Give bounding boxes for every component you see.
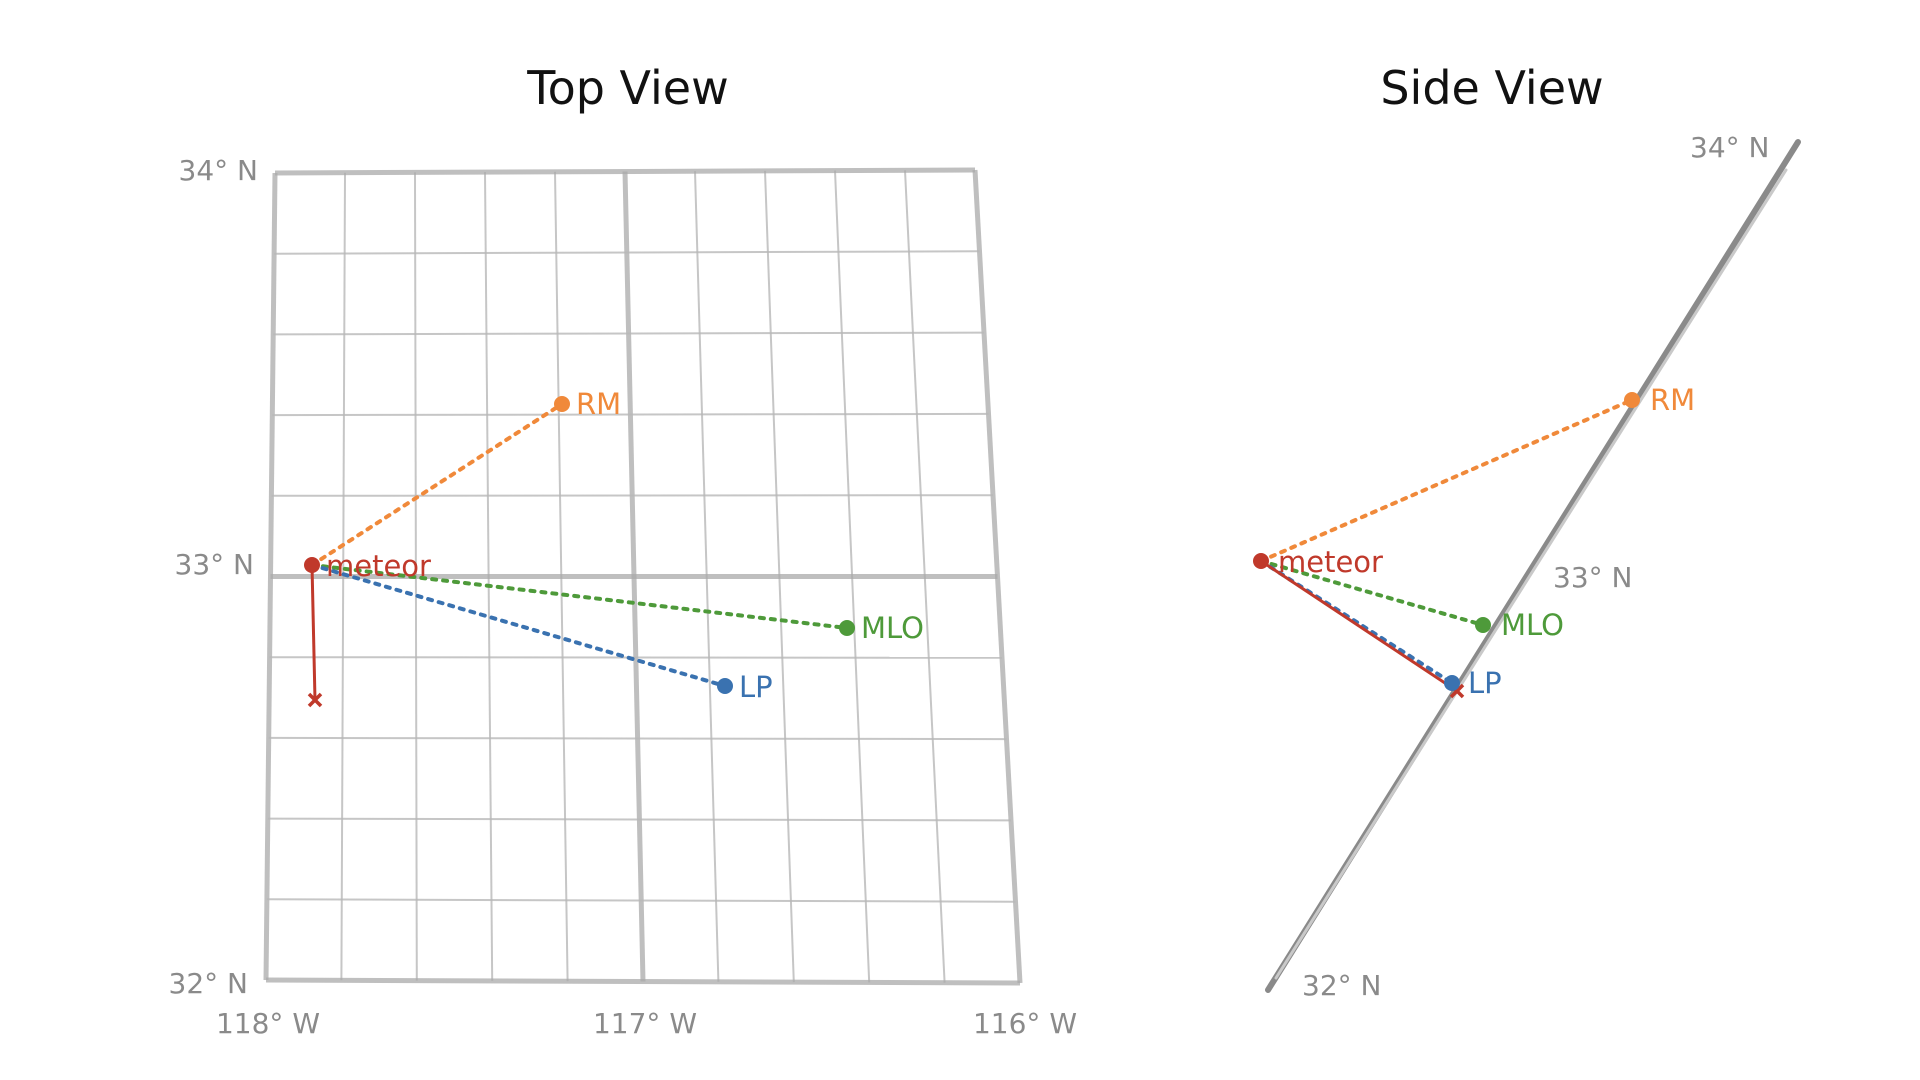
top-sightline-rm	[310, 402, 564, 567]
side-meteor-track	[1260, 559, 1458, 693]
top-view-title: Top View	[526, 61, 728, 115]
grid-parallel	[271, 494, 994, 497]
grid-parallel-major	[265, 977, 1021, 986]
side-sightline-mlo	[1259, 559, 1485, 627]
grid-parallel	[272, 412, 989, 417]
side-view-title: Side View	[1380, 61, 1603, 115]
top-lon-116-label: 116° W	[973, 1007, 1077, 1040]
top-lon-117-label: 117° W	[593, 1007, 697, 1040]
top-lp-label: LP	[739, 670, 773, 704]
side-meteor-point	[1253, 553, 1269, 569]
top-sightline-lp	[310, 563, 727, 688]
top-meteor-endpoint-marker	[307, 692, 323, 708]
top-sightline-mlo	[310, 563, 849, 630]
side-view-panel: Side View meteor RM MLO LP 34° N 33° N 3…	[1253, 61, 1801, 1002]
top-rm-label: RM	[576, 387, 621, 421]
top-lat-32-label: 32° N	[169, 967, 248, 1000]
grid-parallel	[274, 250, 980, 255]
side-mlo-point	[1475, 617, 1491, 633]
grid-parallel	[273, 331, 985, 336]
top-view-grid	[263, 167, 1023, 986]
top-meteor-label: meteor	[326, 549, 431, 583]
top-lat-33-label: 33° N	[175, 548, 254, 581]
side-meteor-label: meteor	[1278, 545, 1383, 579]
side-lat-32-label: 32° N	[1302, 969, 1381, 1002]
grid-parallel	[268, 736, 1007, 741]
top-mlo-label: MLO	[861, 611, 924, 645]
top-meteor-point	[304, 557, 320, 573]
grid-parallel	[266, 898, 1016, 903]
side-rm-point	[1624, 392, 1640, 408]
side-mlo-label: MLO	[1501, 608, 1564, 642]
top-lat-34-label: 34° N	[179, 154, 258, 187]
top-lon-118-label: 118° W	[216, 1007, 320, 1040]
side-lp-point	[1444, 675, 1460, 691]
side-sightline-rm	[1259, 398, 1634, 563]
grid-parallel-major	[274, 167, 976, 176]
top-rm-point	[554, 396, 570, 412]
side-lat-33-label: 33° N	[1553, 561, 1632, 594]
side-lp-label: LP	[1468, 666, 1502, 700]
top-meteor-track	[310, 564, 317, 701]
grid-parallel	[269, 656, 1003, 659]
top-lp-point	[717, 678, 733, 694]
side-rm-label: RM	[1650, 383, 1695, 417]
side-ground-line-shadow	[1274, 168, 1788, 980]
grid-parallel	[267, 817, 1012, 822]
top-mlo-point	[839, 620, 855, 636]
side-lat-34-label: 34° N	[1690, 131, 1769, 164]
top-view-panel: Top View meteor RM MLO LP 34° N 33° N 32…	[169, 61, 1078, 1040]
